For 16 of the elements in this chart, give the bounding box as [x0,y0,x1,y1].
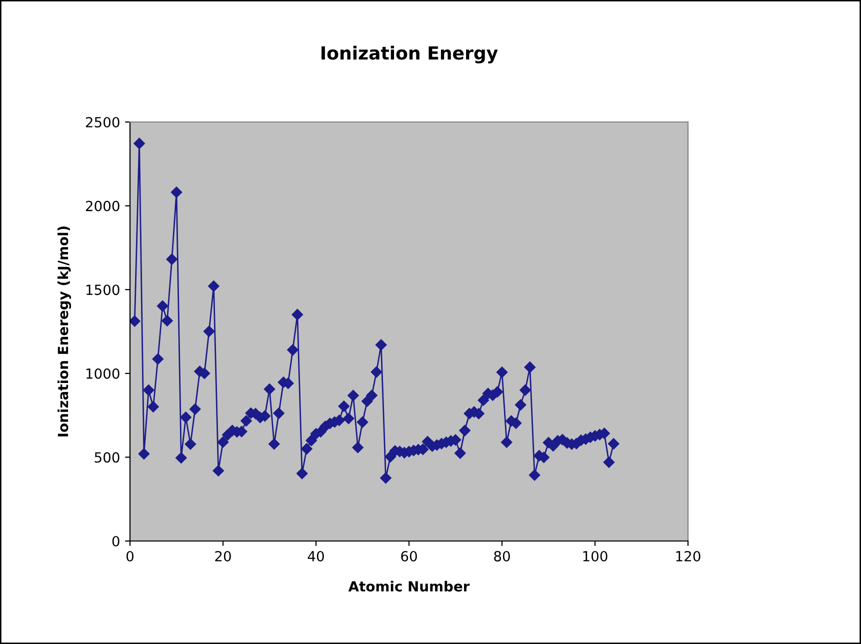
x-axis-title: Atomic Number [348,580,470,592]
x-tick-label: 20 [215,550,231,562]
y-tick-label: 500 [94,452,120,463]
y-tick-label: 2500 [86,116,120,128]
y-tick-label: 1000 [86,368,120,379]
y-tick-label: 0 [112,536,120,546]
y-tick-label: 1500 [86,284,120,296]
x-tick-label: 120 [676,550,700,562]
x-tick-label: 60 [401,550,417,562]
x-tick-label: 100 [583,550,608,562]
chart-title: Ionization Energy [322,46,498,64]
x-tick-label: 0 [126,550,134,562]
x-tick-label: 40 [308,550,324,562]
x-tick-label: 80 [494,550,510,562]
y-axis-title: Ionization Eneregy (kJ/mol) [57,226,72,436]
y-tick-label: 2000 [86,200,120,212]
